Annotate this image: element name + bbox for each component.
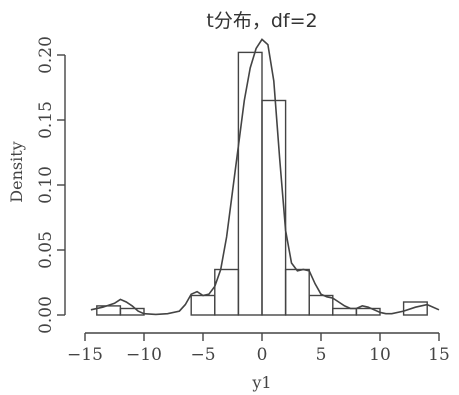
histogram-bars bbox=[96, 51, 428, 316]
y-ticks: 0.00 0.05 0.10 0.15 0.20 bbox=[36, 36, 65, 334]
chart-title: t分布，df=2 bbox=[206, 10, 317, 32]
x-tick-label: 10 bbox=[369, 345, 391, 365]
x-ticks: −15 −10 −5 0 5 10 15 bbox=[67, 333, 450, 365]
x-axis-label: y1 bbox=[251, 373, 271, 392]
y-axis-label: Density bbox=[7, 141, 26, 202]
x-tick-label: −5 bbox=[190, 345, 215, 365]
density-curve bbox=[90, 38, 440, 316]
histogram-bar bbox=[308, 294, 334, 316]
x-tick-label: 5 bbox=[316, 345, 327, 365]
histogram-bar bbox=[261, 99, 287, 316]
histogram-bar bbox=[355, 307, 381, 316]
y-tick-label: 0.00 bbox=[36, 296, 56, 334]
y-tick-label: 0.15 bbox=[36, 101, 56, 139]
y-axis: 0.00 0.05 0.10 0.15 0.20 bbox=[36, 36, 66, 334]
x-axis: −15 −10 −5 0 5 10 15 bbox=[67, 332, 450, 365]
histogram-bar bbox=[119, 307, 145, 316]
histogram-bar bbox=[284, 268, 310, 316]
plot-area bbox=[90, 38, 440, 316]
x-tick-label: 0 bbox=[257, 345, 268, 365]
y-tick-label: 0.05 bbox=[36, 231, 56, 269]
histogram-bar bbox=[190, 294, 216, 316]
histogram-bar bbox=[332, 307, 358, 316]
y-tick-label: 0.20 bbox=[36, 36, 56, 74]
histogram-bar bbox=[402, 301, 428, 316]
x-tick-label: 15 bbox=[428, 345, 450, 365]
x-tick-label: −15 bbox=[67, 345, 103, 365]
histogram-bar bbox=[237, 51, 263, 316]
y-tick-label: 0.10 bbox=[36, 166, 56, 204]
x-tick-label: −10 bbox=[126, 345, 162, 365]
